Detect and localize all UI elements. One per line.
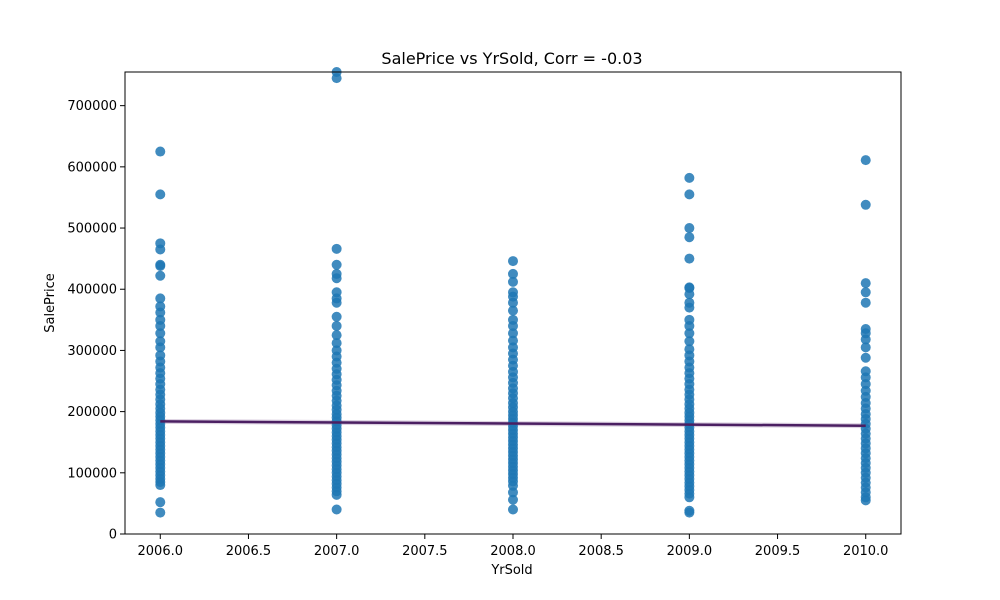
y-tick-label: 400000 bbox=[67, 283, 117, 298]
data-point bbox=[860, 278, 871, 289]
data-point bbox=[155, 336, 166, 347]
data-point bbox=[860, 342, 871, 353]
data-point bbox=[684, 253, 695, 264]
data-point bbox=[508, 276, 518, 287]
data-point bbox=[155, 497, 166, 508]
data-point bbox=[155, 301, 166, 312]
data-point bbox=[331, 320, 342, 331]
data-point bbox=[331, 504, 342, 515]
data-point bbox=[684, 314, 695, 325]
x-tick-label: 2009.0 bbox=[667, 544, 713, 559]
data-point bbox=[860, 199, 871, 210]
data-point bbox=[860, 324, 871, 335]
data-point bbox=[508, 328, 518, 339]
data-point bbox=[508, 494, 518, 505]
data-point bbox=[331, 268, 342, 279]
data-point bbox=[155, 293, 166, 304]
data-point bbox=[684, 282, 695, 293]
data-point bbox=[155, 270, 166, 281]
data-point bbox=[155, 328, 166, 339]
x-tick-label: 2008.5 bbox=[578, 544, 624, 559]
y-tick-label: 300000 bbox=[67, 344, 117, 359]
data-point bbox=[155, 350, 166, 361]
data-point bbox=[684, 172, 695, 183]
y-axis-label: SalePrice bbox=[43, 273, 58, 333]
data-point bbox=[684, 189, 695, 200]
y-tick-label: 100000 bbox=[67, 466, 117, 481]
data-point bbox=[508, 268, 518, 279]
data-point bbox=[508, 256, 518, 267]
data-point bbox=[508, 314, 518, 325]
data-point bbox=[331, 259, 342, 270]
data-point bbox=[684, 336, 695, 347]
data-point bbox=[508, 335, 518, 346]
data-point bbox=[331, 287, 342, 298]
regression-line bbox=[160, 420, 866, 427]
data-point bbox=[331, 338, 342, 349]
data-point bbox=[155, 314, 166, 325]
y-tick-label: 700000 bbox=[67, 99, 117, 114]
points-layer bbox=[155, 67, 871, 518]
x-tick-label: 2010.0 bbox=[843, 544, 889, 559]
regression-line-layer bbox=[160, 420, 866, 427]
data-point bbox=[508, 305, 518, 316]
x-tick-label: 2007.5 bbox=[402, 544, 448, 559]
x-axis: 2006.0 2006.5 2007.0 2007.5 2008.0 2008.5 2009… bbox=[138, 534, 889, 559]
data-point bbox=[684, 232, 695, 243]
x-tick-label: 2006.0 bbox=[138, 544, 184, 559]
data-point bbox=[155, 238, 166, 249]
y-tick-label: 500000 bbox=[67, 222, 117, 237]
data-point bbox=[331, 243, 342, 254]
data-point bbox=[860, 297, 871, 308]
y-tick-label: 0 bbox=[109, 528, 117, 543]
x-axis-label: YrSold bbox=[490, 563, 532, 578]
chart-title: SalePrice vs YrSold, Corr = -0.03 bbox=[381, 49, 642, 68]
data-point bbox=[684, 223, 695, 234]
x-tick-label: 2008.0 bbox=[490, 544, 536, 559]
y-axis: 0 100000 200000 300000 400000 500000 600000 700… bbox=[67, 99, 125, 543]
data-point bbox=[860, 287, 871, 298]
x-tick-label: 2006.5 bbox=[226, 544, 272, 559]
data-point bbox=[331, 311, 342, 322]
x-tick-label: 2007.0 bbox=[314, 544, 360, 559]
data-point bbox=[684, 297, 695, 308]
data-point bbox=[508, 504, 518, 515]
data-point bbox=[155, 259, 166, 270]
data-point bbox=[860, 366, 871, 377]
data-point bbox=[508, 287, 518, 298]
data-point bbox=[860, 352, 871, 363]
data-point bbox=[155, 507, 166, 518]
data-point bbox=[155, 189, 166, 200]
y-tick-label: 600000 bbox=[67, 160, 117, 175]
x-tick-label: 2009.5 bbox=[755, 544, 801, 559]
data-point bbox=[155, 146, 166, 157]
data-point bbox=[331, 345, 342, 356]
data-point bbox=[331, 330, 342, 341]
data-point bbox=[684, 505, 695, 516]
y-tick-label: 200000 bbox=[67, 405, 117, 420]
data-point bbox=[684, 328, 695, 339]
data-point bbox=[860, 155, 871, 166]
data-point bbox=[684, 344, 695, 355]
